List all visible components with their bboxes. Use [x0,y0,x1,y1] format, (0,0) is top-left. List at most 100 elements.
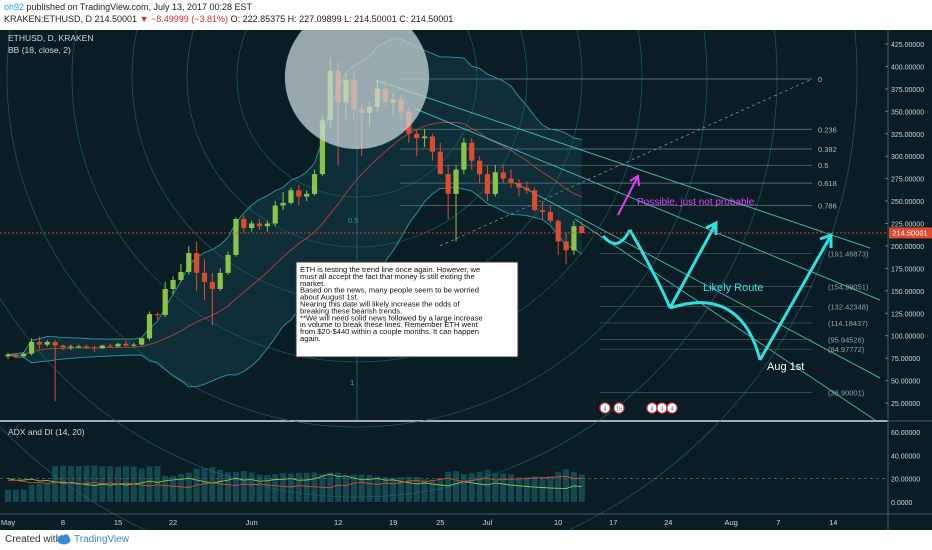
price-change: ▼ −8.49999 (−3.81%) [139,14,229,24]
channel-label: (84.97772) [828,345,865,354]
event-icon[interactable]: 4 [666,402,678,414]
svg-text:4: 4 [650,407,654,413]
candle [21,351,27,358]
candle [115,342,121,348]
adx-bar [83,465,90,502]
tradingview-brand[interactable]: TradingView [74,534,130,545]
adx-bar [500,473,507,502]
x-tick-label: 12 [334,518,342,527]
candle [508,169,514,188]
x-tick-label: Aug [724,518,737,527]
candle [162,281,168,317]
candle [264,220,270,232]
adx-bar [5,489,11,502]
event-icons[interactable]: 4 15 4 3 4 [599,402,678,414]
channel-label: (95.94526) [828,335,865,344]
candle [532,187,538,212]
adx-bar [555,471,562,502]
adx-bar [162,475,169,502]
candle [209,272,215,325]
candle [131,342,137,348]
event-icon[interactable]: 4 [599,402,611,414]
candle [201,259,208,300]
candle [414,129,420,157]
price-axis[interactable] [888,30,932,530]
adx-bar [570,472,577,502]
channel-label: (114.18437) [828,319,868,328]
adx-bar [240,471,247,502]
event-icon[interactable]: 4 [646,402,658,414]
x-tick-label: 14 [829,518,837,527]
channel-line [574,218,876,421]
candle [107,343,113,349]
candle [296,184,302,206]
note-line: **We will need solid news followed by a … [300,313,483,322]
fan-arc [6,30,708,428]
channel-lines: (191.46873) (154.99051) (132.42348) (114.18… [374,79,881,421]
adx-legend[interactable]: ADX and DI (14, 20) [8,427,85,437]
candle [76,344,82,349]
candle [484,165,491,202]
fan-arc [0,30,858,530]
adx-bar [374,476,381,502]
channel-label: (36.90001) [828,388,865,397]
author-link[interactable]: oh92 [4,2,25,12]
adx-bar [28,484,35,502]
current-price-marker: 214.50001 [0,227,932,239]
channel-label: (132.42348) [828,303,869,312]
event-icon[interactable]: 15 [613,402,625,414]
y-tick-label: 375.00000 [891,87,924,94]
x-tick-label: May [1,518,15,527]
x-tick-label: 25 [436,518,444,527]
adx-bar [421,479,428,502]
adx-tick-label: 40.00000 [891,453,920,460]
adx-bar [264,474,271,502]
candle [170,276,176,295]
channel-line [514,182,881,379]
candle [280,192,286,211]
adx-bar [366,474,373,502]
candle [44,340,50,347]
x-tick-label: Jun [246,518,258,527]
svg-text:ETH is testing the trend line: ETH is testing the trend line once again… [300,265,483,343]
chart-canvas[interactable]: 0.5 1 0 0.236 0.382 0.5 0.618 0.786 (191.46873… [0,30,932,530]
candle [123,341,129,347]
adx-bar [508,474,515,502]
adx-bar [515,477,522,502]
note-line: ETH is testing the trend line once again… [300,265,480,274]
adx-bar [327,472,334,502]
adx-bar [563,469,570,502]
adx-bar [36,483,43,502]
candle [186,245,192,275]
fib-label: 0.382 [818,145,837,154]
adx-bar [280,473,287,502]
candle [461,138,467,175]
adx-bar [60,465,67,502]
adx-bar [335,472,342,502]
adx-bar [154,466,161,502]
y-tick-label: 50.00000 [891,379,920,386]
bb-band-fill [8,38,582,387]
candle [249,220,255,232]
candle [36,336,43,350]
adx-indicator: 60.00000 40.00000 20.00000 0.0000 [0,430,920,507]
candle [437,142,443,175]
candle [241,215,247,233]
adx-bar [52,466,59,502]
svg-text:4: 4 [670,407,674,413]
adx-bar [523,477,530,502]
y-tick-label: 75.00000 [891,356,920,363]
y-tick-label: 150.00000 [891,289,924,296]
note-line: must all accept the fact that money is s… [300,272,475,281]
created-with-text: Created with [5,534,62,545]
adx-bar [484,469,491,502]
x-tick-label: 15 [114,518,122,527]
y-tick-label: 300.00000 [891,154,924,161]
candle [5,352,11,360]
fib-label: 0.618 [818,179,837,188]
event-icon[interactable]: 3 [656,402,668,414]
y-tick-label: 200.00000 [891,244,924,251]
bb-legend[interactable]: BB (18, close, 2) [8,45,71,55]
time-axis[interactable] [0,514,888,530]
likely-route-label: Likely Route [703,282,764,294]
